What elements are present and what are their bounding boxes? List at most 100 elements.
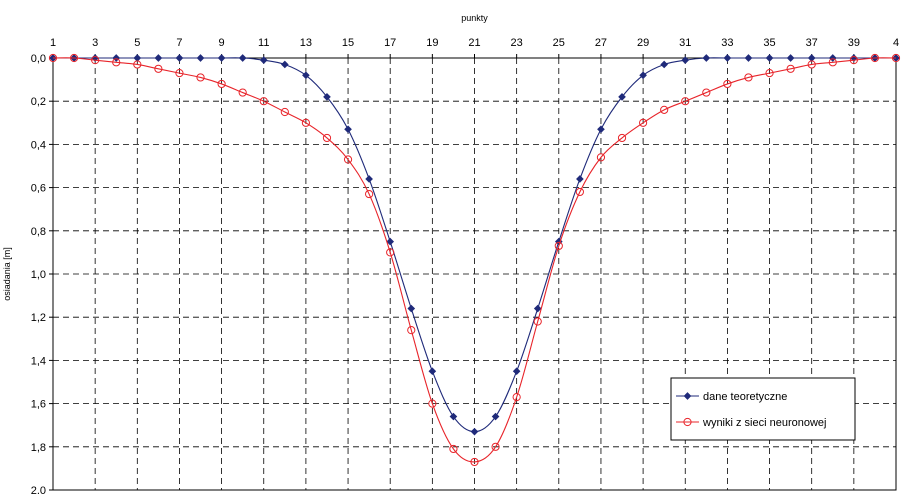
data-point [597,125,605,134]
x-tick-label: 5 [134,37,140,49]
y-tick-label: 0,8 [31,226,46,238]
data-point [807,54,816,62]
series-line [52,57,897,463]
data-point [386,237,395,246]
data-point [323,93,331,101]
x-tick-label: 25 [553,37,565,49]
legend-box [670,377,856,441]
data-point [765,54,774,62]
data-point [322,133,332,143]
legend-marker [683,392,692,400]
data-point [133,54,142,62]
data-point [491,442,500,451]
y-tick-label: 1,2 [31,312,46,324]
data-point [576,175,584,183]
x-tick-label: 3 [92,37,98,49]
data-point [238,88,247,97]
series-2 [48,53,901,467]
x-tick-label: 33 [721,37,733,49]
y-tick-label: 2,0 [31,485,46,494]
data-point [554,241,563,251]
data-point [617,133,627,143]
data-point [744,73,753,82]
data-point [786,64,795,73]
data-point [196,73,205,82]
x-tick-label: 7 [176,37,182,49]
data-point [575,187,584,197]
data-point [870,53,880,63]
data-point [112,54,121,62]
data-point [491,412,500,421]
data-point [343,155,353,164]
data-point [744,54,753,62]
data-point [533,317,542,326]
data-point [828,58,837,67]
data-point [723,54,732,62]
data-point [217,54,226,62]
data-point [175,69,184,78]
data-point [175,54,184,62]
y-tick-label: 1,6 [31,399,46,411]
x-tick-label: 39 [848,37,860,49]
data-point [133,60,142,69]
data-point [681,56,690,64]
data-point [765,69,774,78]
data-point [365,189,374,199]
y-tick-label: 0,6 [31,183,46,195]
x-tick-label: 9 [219,37,225,49]
data-point [365,175,373,183]
x-tick-label: 19 [426,37,438,49]
x-tick-label: 13 [300,37,312,49]
x-axis-title: punkty [461,13,488,23]
x-tick-label: 31 [679,37,691,49]
data-point [891,53,901,63]
x-tick-label: 11 [258,37,269,49]
data-point [533,304,542,313]
data-point [618,93,626,101]
data-point [91,56,100,65]
data-point [681,97,690,106]
legend-item: wyniki z sieci neuronowej [676,417,827,429]
data-point [849,56,858,65]
x-tick-label: 21 [468,37,480,49]
legend: dane teoretyczne wyniki z sieci neuronowe… [670,377,856,441]
y-axis-ticks: 0,0 0,2 0,4 0,6 0,8 1,0 1,2 1,4 1,6 1,8 2,0 [31,53,53,494]
data-point [259,56,268,64]
data-point [154,64,163,73]
y-axis-title: osiadania [m] [2,247,12,301]
data-point [596,153,606,162]
data-point [449,444,458,454]
y-tick-label: 0,4 [31,139,46,151]
data-point [512,367,521,376]
data-point [428,399,437,408]
data-point [660,105,669,114]
grid [53,58,897,491]
series-layer [48,53,901,467]
data-point [217,79,226,89]
data-point [807,60,816,69]
data-point [470,427,479,436]
legend-item: dane teoretyczne [676,391,787,403]
data-point [449,412,458,421]
data-point [723,79,732,89]
x-tick-label: 4 [893,37,899,49]
x-tick-label: 29 [637,37,649,49]
x-axis-ticks: 1 3 5 7 9 11 13 15 17 19 21 23 25 27 29 31 33 35 37 39 4 [50,37,899,58]
data-point [344,125,352,134]
legend-label: dane teoretyczne [703,391,787,403]
data-point [281,60,289,69]
x-tick-label: 17 [384,37,396,49]
legend-marker [683,417,692,427]
y-tick-label: 1,0 [31,269,46,281]
x-tick-label: 23 [511,37,523,49]
data-point [786,54,795,62]
data-point [48,53,58,63]
data-point [639,71,647,80]
data-point [259,97,268,106]
data-point [280,107,289,117]
data-point [301,118,310,127]
data-point [238,54,247,62]
data-point [154,54,163,62]
series-1 [49,54,900,436]
